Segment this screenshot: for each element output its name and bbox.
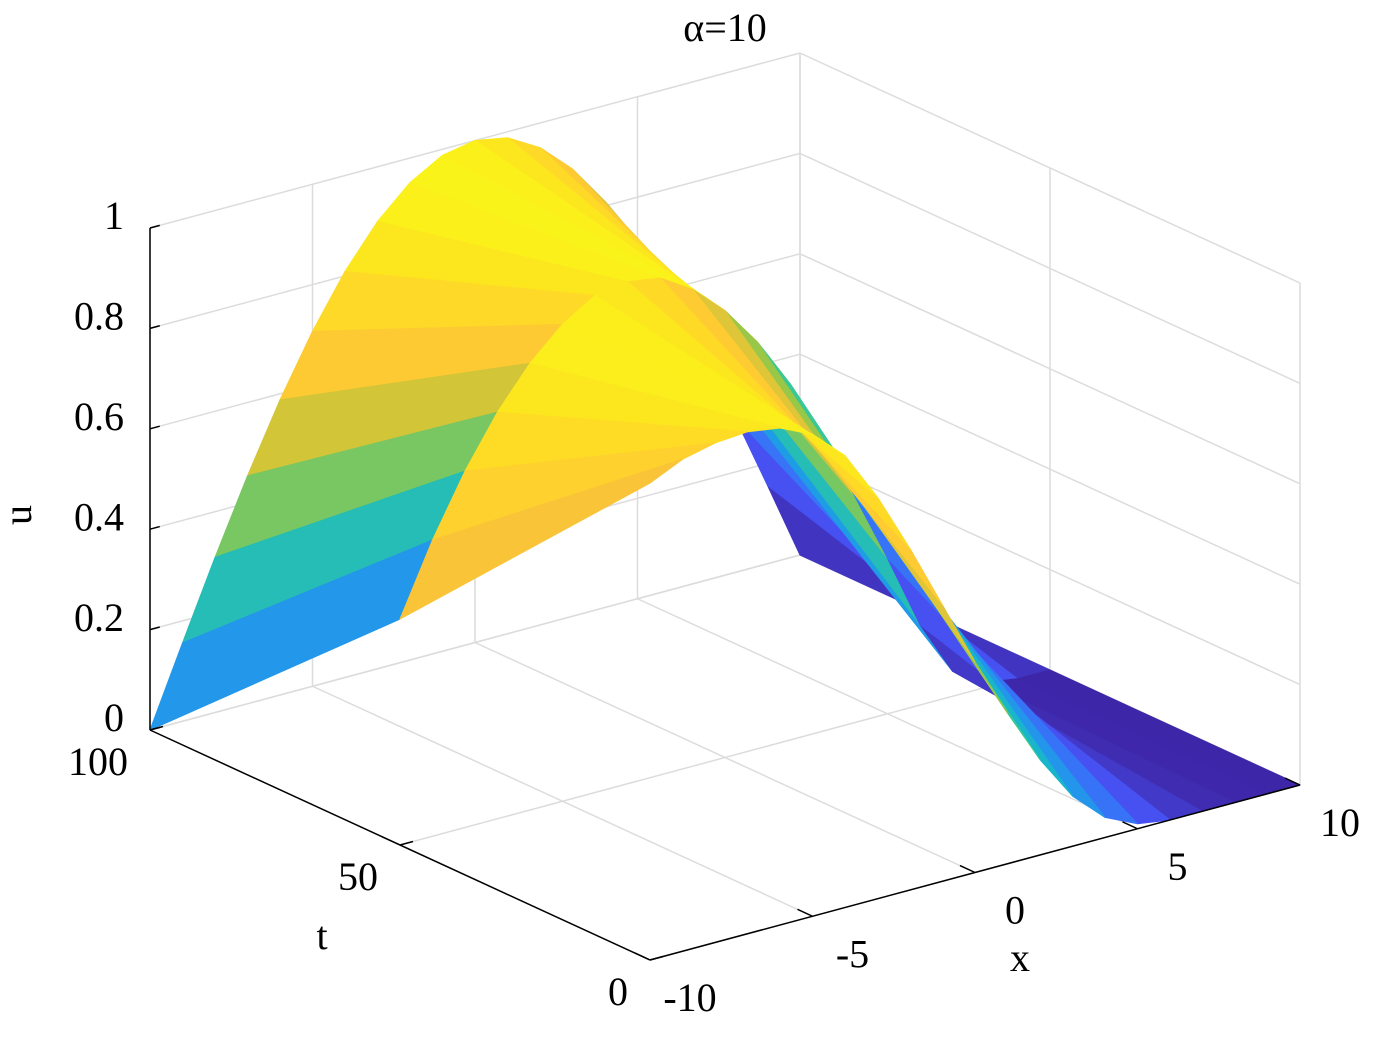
y-axis-label: t: [316, 913, 327, 958]
chart-title: α=10: [683, 5, 767, 50]
z-tick: [149, 325, 160, 330]
x-tick: [959, 864, 976, 874]
x-tick-label: 10: [1320, 800, 1360, 845]
grid-line: [799, 52, 1301, 284]
z-tick: [149, 425, 160, 430]
x-axis-label: x: [1010, 935, 1030, 980]
x-tick: [1122, 821, 1138, 830]
z-axis-label: u: [0, 505, 40, 525]
y-tick-label: 50: [338, 854, 378, 899]
z-tick: [149, 224, 160, 229]
x-tick: [634, 952, 651, 961]
grid-line: [799, 253, 1301, 485]
x-tick-label: -10: [663, 975, 716, 1020]
z-tick-label: 0.4: [74, 494, 124, 539]
z-tick-label: 0.6: [74, 394, 124, 439]
grid-line: [399, 669, 1051, 846]
grid-line: [149, 554, 801, 731]
grid-line: [799, 353, 1301, 585]
grid-line: [799, 152, 1301, 385]
z-tick-label: 0.8: [74, 294, 124, 339]
y-tick: [649, 955, 664, 961]
z-tick-label: 0: [104, 695, 124, 740]
y-tick: [399, 840, 414, 846]
z-tick: [149, 525, 160, 530]
y-tick-label: 100: [68, 739, 128, 784]
z-tick-label: 1: [104, 193, 124, 238]
z-tick: [149, 726, 160, 731]
surface-patch: [399, 458, 683, 620]
x-tick-label: -5: [836, 931, 869, 976]
surface: [149, 137, 1301, 825]
x-tick: [1284, 777, 1301, 786]
grid-line: [799, 453, 1301, 686]
x-tick: [797, 908, 813, 917]
z-tick-label: 0.2: [74, 595, 124, 640]
x-tick-label: 0: [1005, 888, 1025, 933]
y-tick-label: 0: [608, 969, 628, 1014]
x-tick-label: 5: [1168, 844, 1188, 889]
z-tick: [149, 626, 160, 631]
